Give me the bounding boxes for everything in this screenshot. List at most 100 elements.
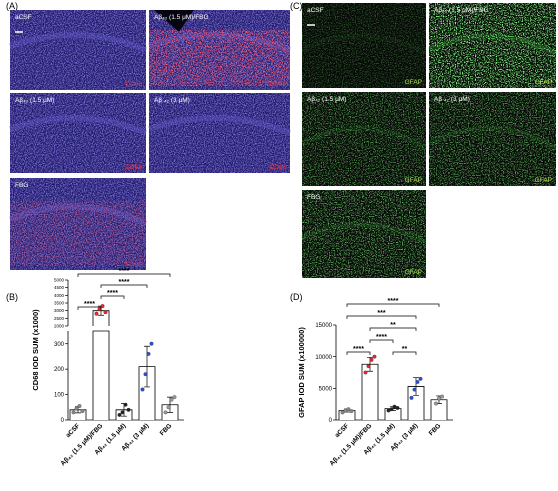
cd68-stain bbox=[10, 201, 146, 266]
significance-label: **** bbox=[107, 290, 118, 297]
tile-label: Aβ₄₂ (1.5 μM) bbox=[15, 97, 54, 104]
significance-bracket bbox=[369, 327, 417, 331]
panel-label: (C) bbox=[290, 1, 303, 11]
tile-label: Aβ₄₂ (1.5 μM)/FBG bbox=[434, 7, 489, 14]
panel-label: (B) bbox=[6, 292, 18, 302]
significance-label: **** bbox=[376, 334, 387, 341]
y-tick-label: 5000 bbox=[319, 386, 333, 392]
tissue-band bbox=[427, 33, 558, 57]
gfap-stain bbox=[302, 3, 426, 88]
tile-label: aCSF bbox=[15, 14, 32, 21]
significance-label: **** bbox=[388, 298, 399, 305]
tissue-band bbox=[9, 115, 148, 136]
y-tick-label: 3500 bbox=[54, 301, 65, 306]
cd68-stain bbox=[149, 30, 290, 86]
y-tick-label: 0 bbox=[61, 418, 65, 424]
data-point bbox=[340, 410, 345, 415]
error-bar bbox=[413, 377, 419, 396]
tissue-band bbox=[300, 221, 428, 245]
bar-chart: 0 5000 10000 15000 GFAP IOD SUM (x100000) aCS… bbox=[297, 298, 453, 467]
y-tick-label: 3000 bbox=[54, 308, 65, 313]
significance-bracket bbox=[369, 339, 394, 343]
micrograph: aCSF GFAP bbox=[300, 3, 428, 88]
nuclei-stain bbox=[10, 93, 146, 173]
panel-label: (A) bbox=[6, 1, 18, 11]
data-point bbox=[140, 387, 145, 392]
significance-label: **** bbox=[119, 268, 130, 275]
gfap-stain bbox=[429, 92, 556, 186]
data-point bbox=[389, 407, 394, 412]
stain-label: GFAP bbox=[535, 177, 552, 184]
data-point bbox=[349, 409, 354, 414]
dark-region bbox=[154, 10, 194, 32]
tile-label: Aβ ₄₂ (3 μM) bbox=[154, 97, 190, 104]
data-point bbox=[100, 304, 105, 309]
micrograph: aCSF CD68 bbox=[9, 10, 148, 90]
micrograph: Aβ₄₂ (1.5 μM)/FBG CD68 bbox=[148, 10, 292, 90]
x-tick-label: Aβ₄₂ (1.5 μM)/FBG bbox=[328, 422, 373, 467]
y-tick-label: 15000 bbox=[315, 323, 332, 329]
y-tick-label: 2500 bbox=[54, 316, 65, 321]
micrograph: Aβ₄₂ (1.5 μM) GFAP bbox=[300, 92, 428, 186]
significance-bracket bbox=[100, 284, 148, 288]
data-point bbox=[172, 395, 177, 400]
data-point bbox=[94, 311, 99, 316]
tissue-band bbox=[148, 114, 292, 136]
stain-label: CD68 bbox=[125, 81, 142, 88]
significance-bracket bbox=[392, 351, 417, 355]
micrograph: Aβ₄₂ (1.5 μM)/FBG GFAP bbox=[427, 3, 558, 88]
y-axis-label: CD68 IOD SUM (x1000) bbox=[31, 309, 40, 391]
y-tick-label: 4500 bbox=[54, 285, 65, 290]
data-point bbox=[74, 406, 79, 411]
stain-label: CD68 bbox=[125, 261, 142, 268]
micrograph: Aβ ₄₂ (3 μM) GFAP bbox=[427, 92, 558, 186]
nuclei-stain bbox=[10, 10, 146, 90]
stain-label: CD68 bbox=[269, 81, 286, 88]
y-tick-label: 10000 bbox=[315, 355, 332, 361]
panel-label: (D) bbox=[290, 292, 303, 302]
data-point bbox=[363, 370, 368, 375]
data-point bbox=[146, 351, 151, 356]
tile-label: Aβ₄₂ (1.5 μM) bbox=[307, 96, 346, 103]
tile-label: FBG bbox=[15, 182, 28, 189]
stain-label: GFAP bbox=[535, 79, 552, 86]
nuclei-stain bbox=[149, 93, 290, 173]
y-tick-label: 0 bbox=[329, 418, 333, 424]
micrograph: Aβ₄₂ (1.5 μM) CD68 bbox=[9, 93, 148, 173]
y-tick-label: 100 bbox=[54, 393, 65, 399]
significance-label: *** bbox=[377, 310, 385, 317]
tissue-band bbox=[300, 33, 428, 57]
data-point bbox=[434, 401, 438, 406]
significance-bracket bbox=[77, 273, 171, 277]
tissue-band bbox=[9, 32, 148, 53]
significance-label: ** bbox=[390, 322, 396, 329]
data-point bbox=[126, 407, 131, 412]
y-tick-label: 300 bbox=[54, 342, 65, 348]
x-tick-label: FBG bbox=[428, 422, 443, 437]
gfap-stain bbox=[302, 92, 426, 186]
significance-label: ** bbox=[402, 346, 408, 353]
stain-label: GFAP bbox=[405, 269, 422, 276]
x-tick-label: aCSF bbox=[334, 422, 351, 439]
charts: 0 100 200 300 2000 2500 3000 3500 4000 4500 5000 CD… bbox=[31, 268, 453, 467]
significance-bracket bbox=[346, 303, 440, 307]
bar-chart: 0 100 200 300 2000 2500 3000 3500 4000 4500 5000 CD… bbox=[31, 268, 184, 467]
data-point bbox=[440, 394, 444, 399]
data-point bbox=[412, 387, 417, 392]
data-point bbox=[366, 364, 371, 369]
data-point bbox=[163, 410, 168, 415]
significance-label: **** bbox=[119, 279, 130, 286]
data-point bbox=[71, 410, 76, 415]
data-point bbox=[149, 341, 154, 346]
significance-bracket bbox=[346, 315, 417, 319]
data-point bbox=[169, 397, 174, 402]
tile-label: aCSF bbox=[307, 7, 324, 14]
x-tick-label: aCSF bbox=[65, 422, 82, 439]
data-point bbox=[123, 402, 128, 407]
y-axis-label: GFAP IOD SUM (x100000) bbox=[297, 327, 306, 418]
data-point bbox=[117, 412, 122, 417]
data-point bbox=[409, 395, 414, 400]
significance-bracket bbox=[346, 351, 371, 355]
stain-label: GFAP bbox=[405, 177, 422, 184]
